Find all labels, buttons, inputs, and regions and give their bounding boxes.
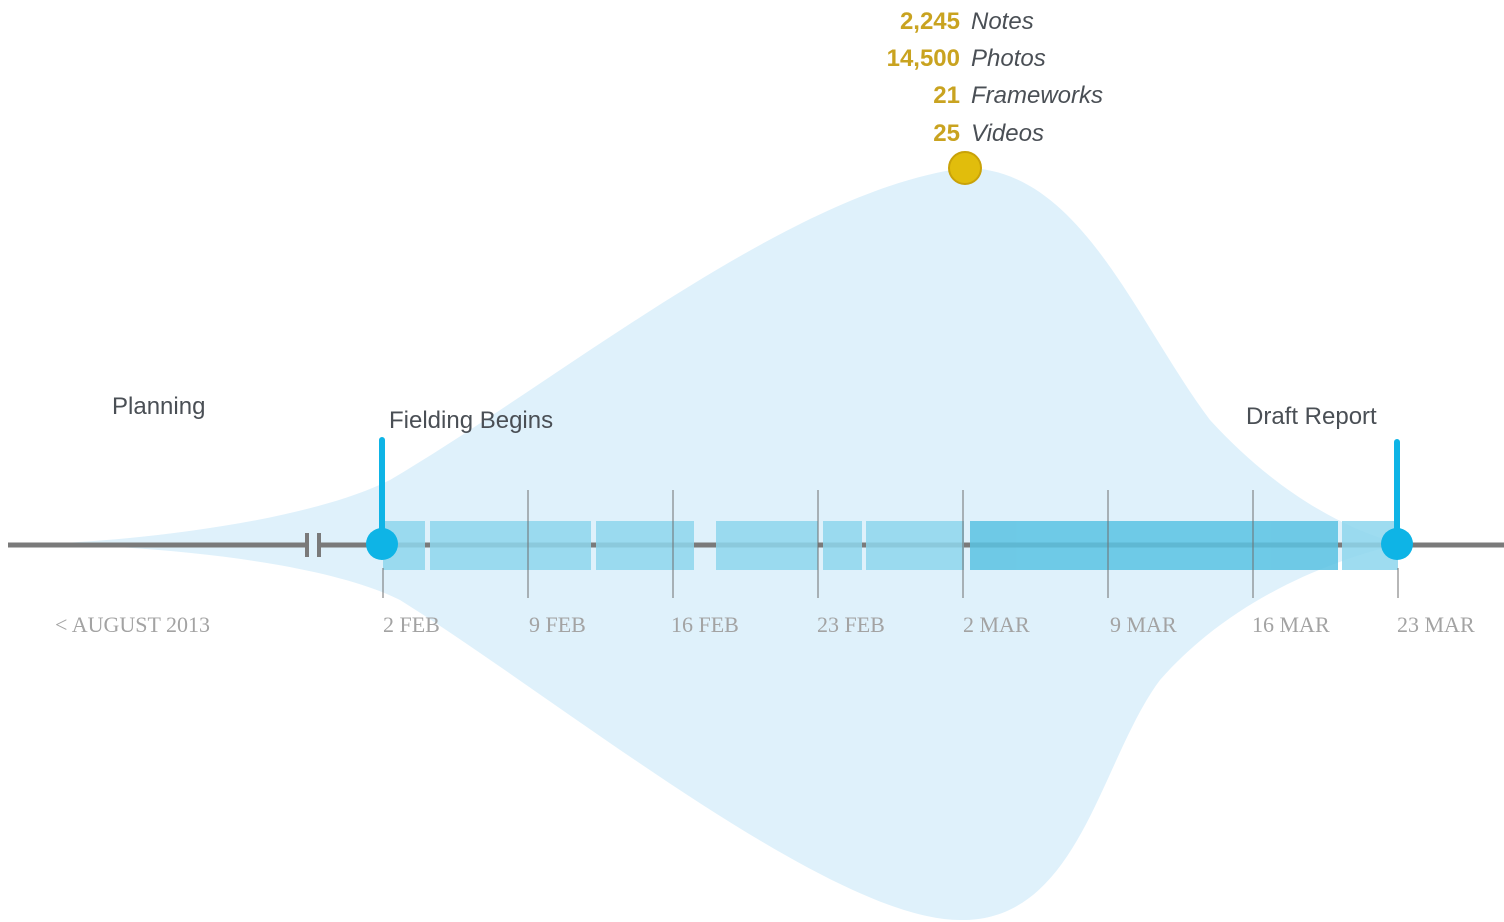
date-label: 16 MAR [1252, 612, 1330, 637]
phase-label-planning: Planning [112, 393, 205, 420]
milestone-dot [366, 528, 398, 560]
phase-label-draft-report: Draft Report [1246, 403, 1377, 430]
stat-value-notes: 2,245 [900, 8, 960, 35]
date-label: 16 FEB [671, 612, 739, 637]
date-label: 2 FEB [383, 612, 440, 637]
week-ticks [382, 490, 1399, 598]
activity-segment [970, 521, 1338, 570]
stat-value-photos: 14,500 [887, 45, 960, 72]
activity-segments [383, 521, 1398, 570]
activity-segment [823, 521, 862, 570]
date-label: 23 FEB [817, 612, 885, 637]
date-label: < AUGUST 2013 [55, 612, 210, 637]
date-label: 2 MAR [963, 612, 1030, 637]
date-labels: < AUGUST 2013 2 FEB 9 FEB 16 FEB 23 FEB … [55, 612, 1475, 637]
stat-label-photos: Photos [971, 45, 1046, 72]
activity-segment [430, 521, 591, 570]
peak-marker [948, 151, 982, 185]
stat-value-frameworks: 21 [933, 82, 960, 109]
peak-stats: 2,245 Notes 14,500 Photos 21 Frameworks … [887, 8, 1103, 147]
milestone-dot [1381, 528, 1413, 560]
date-label: 23 MAR [1397, 612, 1475, 637]
activity-segment [716, 521, 818, 570]
milestone-fielding-begins [366, 437, 398, 560]
date-label: 9 FEB [529, 612, 586, 637]
phase-label-fielding-begins: Fielding Begins [389, 407, 553, 434]
stat-label-frameworks: Frameworks [971, 82, 1103, 109]
milestone-draft-report [1381, 439, 1413, 560]
activity-segment [866, 521, 964, 570]
stat-label-videos: Videos [971, 120, 1044, 147]
date-label: 9 MAR [1110, 612, 1177, 637]
stat-value-videos: 25 [933, 120, 960, 147]
stat-label-notes: Notes [971, 8, 1034, 35]
activity-segment [596, 521, 694, 570]
